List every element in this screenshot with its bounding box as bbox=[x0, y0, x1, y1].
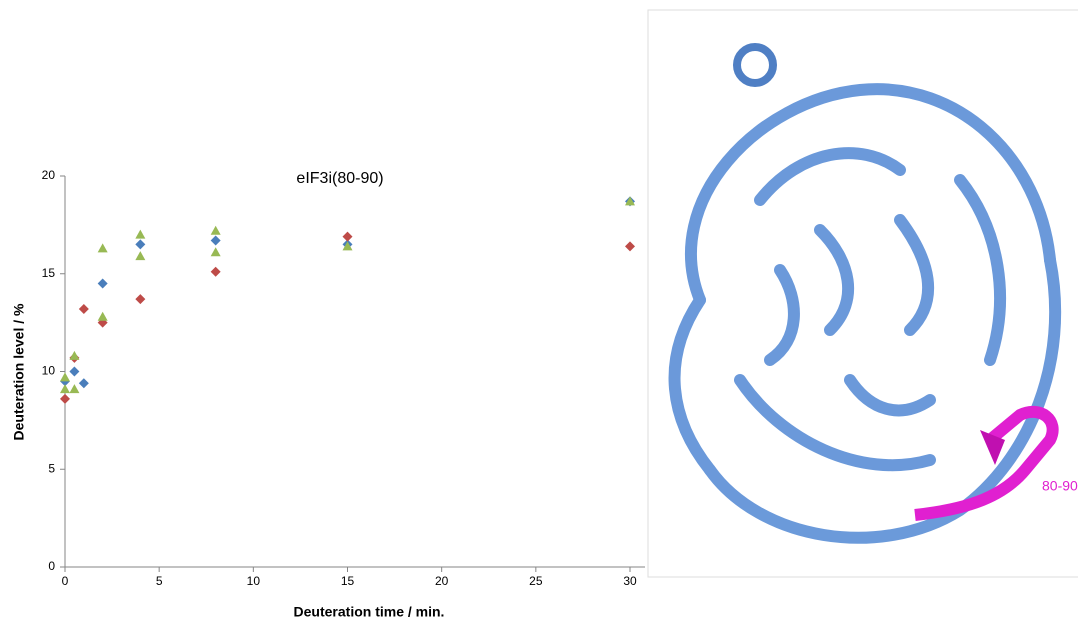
data-point bbox=[135, 251, 146, 261]
data-point bbox=[342, 231, 353, 242]
data-point bbox=[135, 229, 146, 239]
data-point bbox=[342, 241, 353, 251]
data-point bbox=[78, 378, 89, 389]
y-axis-label: Deuteration level / % bbox=[11, 303, 27, 440]
x-tick-label: 30 bbox=[623, 574, 637, 588]
x-tick-label: 5 bbox=[156, 574, 163, 588]
data-point bbox=[69, 366, 80, 377]
x-tick-label: 10 bbox=[247, 574, 261, 588]
structure-label: 80-90 bbox=[1042, 478, 1078, 494]
data-point bbox=[135, 239, 146, 250]
y-tick-label: 20 bbox=[42, 168, 56, 182]
data-point bbox=[210, 247, 221, 257]
data-point bbox=[78, 303, 89, 314]
data-point bbox=[60, 384, 70, 394]
data-point bbox=[69, 350, 80, 360]
structure-image: 80-90 bbox=[647, 9, 1078, 578]
y-tick-label: 5 bbox=[48, 461, 55, 475]
x-tick-label: 15 bbox=[341, 574, 355, 588]
data-point bbox=[97, 243, 108, 253]
x-tick-label: 0 bbox=[62, 574, 69, 588]
data-point bbox=[135, 294, 146, 305]
y-tick-label: 0 bbox=[48, 559, 55, 573]
chart-title: eIF3i(80-90) bbox=[296, 170, 383, 187]
x-tick-label: 25 bbox=[529, 574, 543, 588]
data-point bbox=[60, 372, 70, 382]
data-point bbox=[69, 384, 80, 394]
data-point bbox=[97, 311, 108, 321]
data-point bbox=[210, 235, 221, 246]
data-point bbox=[625, 196, 635, 206]
y-tick-label: 15 bbox=[42, 266, 56, 280]
x-tick-label: 20 bbox=[435, 574, 449, 588]
data-point bbox=[60, 393, 70, 404]
data-point bbox=[97, 278, 108, 289]
data-point bbox=[210, 266, 221, 277]
y-tick-label: 10 bbox=[42, 364, 56, 378]
x-axis-label: Deuteration time / min. bbox=[294, 604, 445, 620]
data-point bbox=[210, 225, 221, 235]
data-point bbox=[625, 241, 635, 252]
